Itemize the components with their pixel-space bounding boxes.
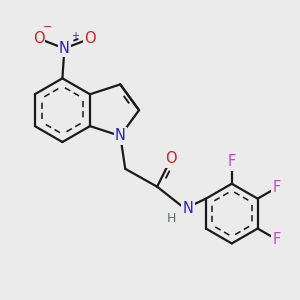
Text: F: F [272,180,281,195]
Text: N: N [59,41,70,56]
Text: N: N [182,201,194,216]
Text: H: H [167,212,176,225]
Text: O: O [33,31,44,46]
Text: F: F [228,154,236,169]
Text: N: N [115,128,126,143]
Text: −: − [43,22,52,32]
Text: O: O [165,151,177,166]
Text: O: O [85,31,96,46]
Text: F: F [272,232,281,247]
Text: +: + [71,31,79,40]
